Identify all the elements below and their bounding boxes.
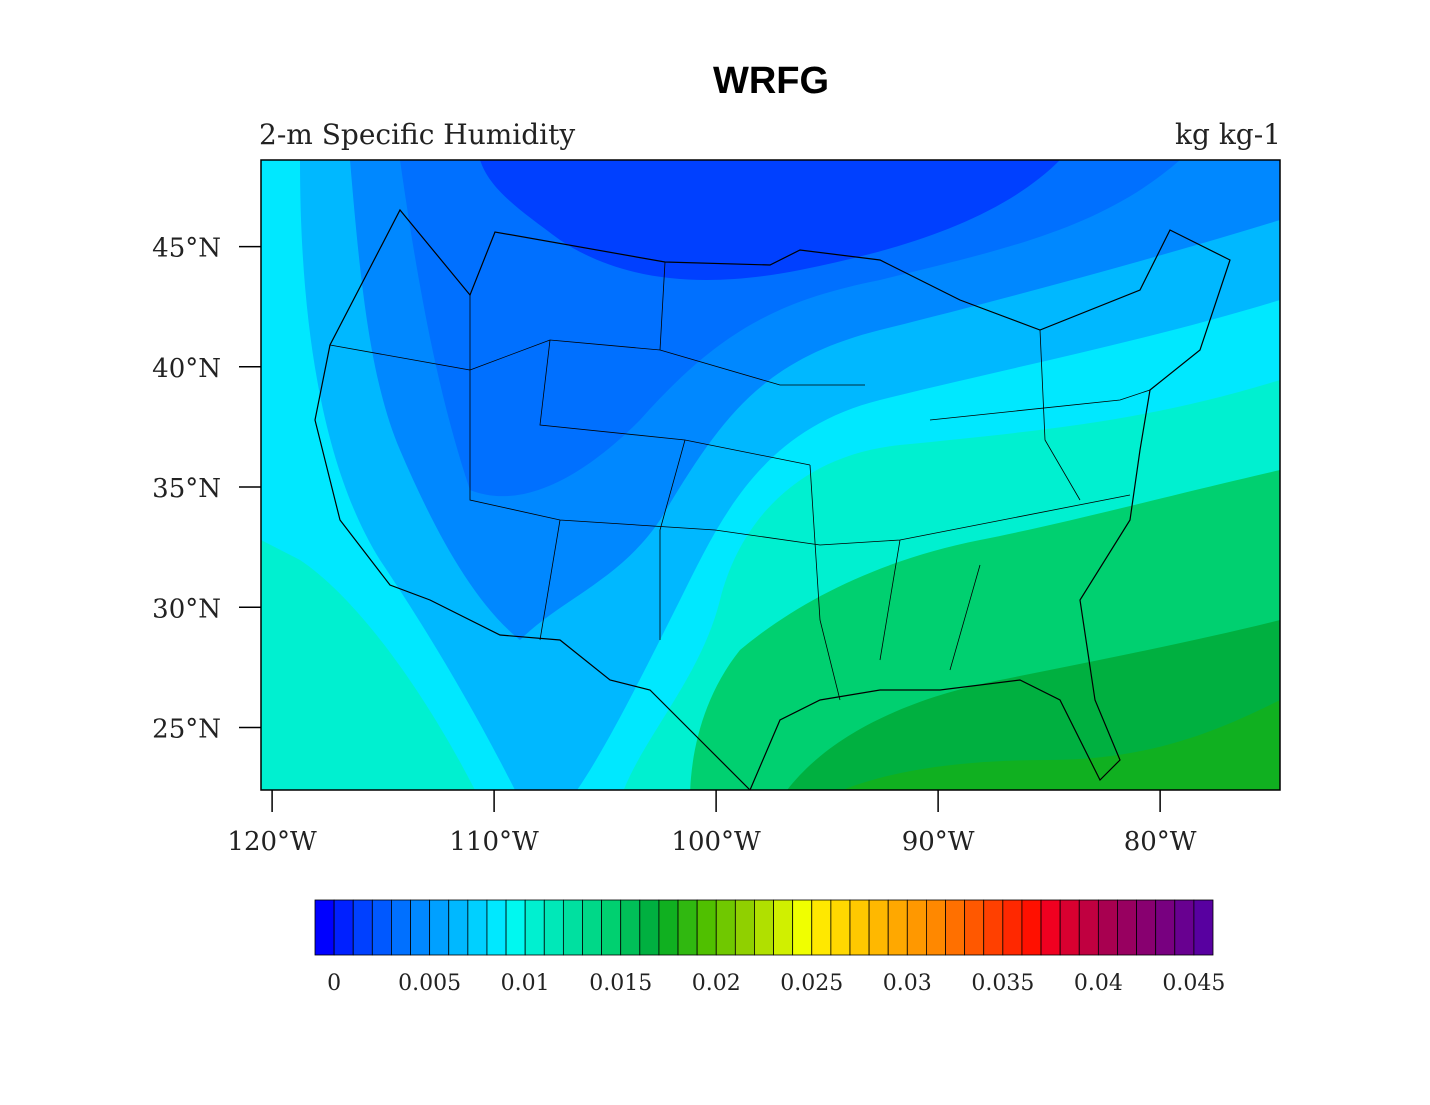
colorbar-box bbox=[1078, 899, 1099, 956]
axes: 120°W 110°W 100°W 90°W 80°W 25°N 30°N 35°N 40°N 4… bbox=[152, 234, 1197, 857]
colorbar-box bbox=[601, 899, 622, 956]
colorbar-box bbox=[352, 899, 373, 956]
colorbar-box bbox=[333, 899, 354, 956]
colorbar-box bbox=[926, 899, 946, 956]
colorbar-box bbox=[314, 899, 335, 956]
field-band bbox=[842, 700, 1280, 790]
colorbar-box bbox=[524, 899, 545, 956]
colorbar-label: 0.025 bbox=[780, 971, 843, 996]
colorbar-box bbox=[945, 899, 966, 956]
colorbar-box bbox=[467, 899, 488, 956]
field-band bbox=[480, 160, 1060, 280]
colorbar: 0 0.005 0.01 0.015 0.02 0.025 0.03 0.035 0.04 0.0… bbox=[314, 899, 1225, 996]
x-tick-label: 90°W bbox=[902, 827, 975, 857]
colorbar-box bbox=[754, 899, 774, 956]
colorbar-box bbox=[792, 899, 813, 956]
colorbar-box bbox=[887, 899, 908, 956]
colorbar-box bbox=[1097, 899, 1118, 956]
colorbar-box bbox=[1174, 899, 1195, 956]
colorbar-box bbox=[964, 899, 985, 956]
colorbar-box bbox=[410, 899, 431, 956]
colorbar-box bbox=[639, 899, 660, 956]
colorbar-label: 0.015 bbox=[589, 971, 652, 996]
field-band bbox=[787, 620, 1280, 790]
colorbar-box bbox=[620, 899, 641, 956]
x-tick-label: 80°W bbox=[1124, 827, 1197, 857]
colorbar-box bbox=[1117, 899, 1137, 956]
colorbar-box bbox=[696, 899, 717, 956]
x-tick-label: 120°W bbox=[227, 827, 317, 857]
colorbar-label: 0.01 bbox=[501, 971, 550, 996]
colorbar-box bbox=[868, 899, 889, 956]
y-tick-label: 40°N bbox=[152, 354, 221, 384]
colorbar-label: 0.04 bbox=[1074, 971, 1123, 996]
colorbar-box bbox=[562, 899, 583, 956]
colorbar-box bbox=[1155, 899, 1176, 956]
state-borders bbox=[329, 261, 1151, 701]
colorbar-label: 0.005 bbox=[398, 971, 461, 996]
colorbar-box bbox=[1040, 899, 1061, 956]
colorbar-box bbox=[1021, 899, 1042, 956]
colorbar-box bbox=[906, 899, 927, 956]
colorbar-label: 0.02 bbox=[692, 971, 741, 996]
x-tick-label: 100°W bbox=[671, 827, 761, 857]
colorbar-box bbox=[429, 899, 450, 956]
colorbar-box bbox=[773, 899, 794, 956]
map-frame bbox=[260, 159, 1281, 791]
colorbar-box bbox=[505, 899, 526, 956]
colorbar-box bbox=[811, 899, 832, 956]
colorbar-box bbox=[1136, 899, 1157, 956]
colorbar-box bbox=[1002, 899, 1023, 956]
y-tick-label: 35°N bbox=[152, 474, 221, 504]
colorbar-box bbox=[983, 899, 1004, 956]
colorbar-box bbox=[486, 899, 507, 956]
colorbar-box bbox=[849, 899, 870, 956]
colorbar-box bbox=[582, 899, 602, 956]
colorbar-box bbox=[391, 899, 411, 956]
colorbar-label: 0.035 bbox=[971, 971, 1034, 996]
colorbar-label: 0 bbox=[327, 971, 341, 996]
colorbar-box bbox=[543, 899, 564, 956]
colorbar-box bbox=[734, 899, 755, 956]
subtitle: 2-m Specific Humidity bbox=[259, 118, 575, 151]
colorbar-box bbox=[1059, 899, 1080, 956]
colorbar-box bbox=[830, 899, 851, 956]
map-field bbox=[261, 160, 1280, 790]
colorbar-label: 0.045 bbox=[1162, 971, 1225, 996]
colorbar-box bbox=[371, 899, 392, 956]
colorbar-box bbox=[658, 899, 679, 956]
chart-title: WRFG bbox=[713, 60, 829, 102]
colorbar-box bbox=[1193, 899, 1214, 956]
y-tick-label: 45°N bbox=[152, 234, 221, 264]
colorbar-box bbox=[677, 899, 698, 956]
y-tick-label: 30°N bbox=[152, 594, 221, 624]
x-tick-label: 110°W bbox=[449, 827, 539, 857]
colorbar-label: 0.03 bbox=[883, 971, 932, 996]
units: kg kg-1 bbox=[1175, 118, 1281, 151]
coastline bbox=[314, 208, 1231, 790]
colorbar-box bbox=[715, 899, 736, 956]
y-tick-label: 25°N bbox=[152, 714, 221, 744]
colorbar-box bbox=[448, 899, 469, 956]
